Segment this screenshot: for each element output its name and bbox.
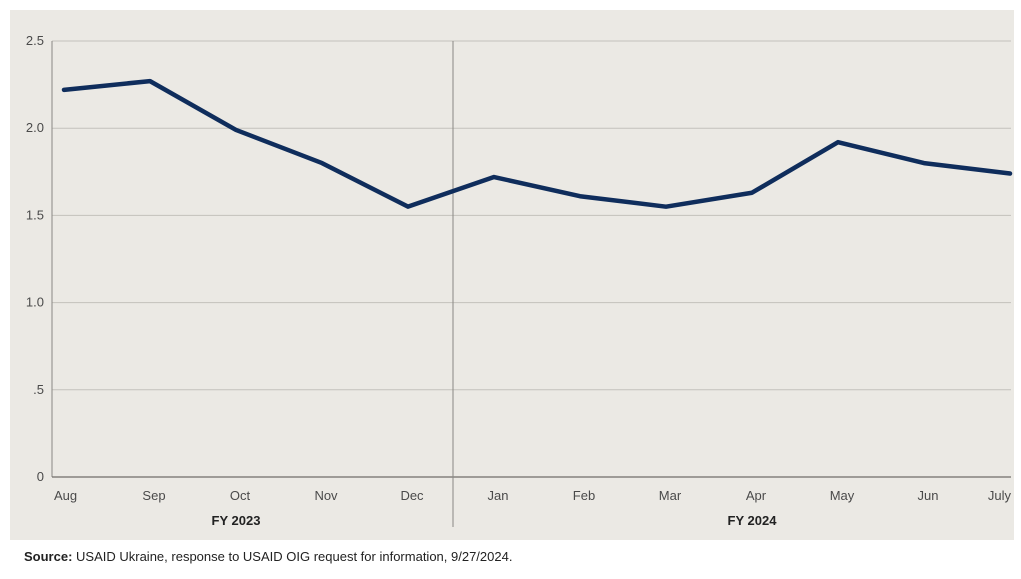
y-tick-label: 1.0 xyxy=(26,295,44,310)
y-tick-label: 1.5 xyxy=(26,207,44,222)
x-tick-label: Apr xyxy=(746,488,767,503)
x-tick-label: Jun xyxy=(918,488,939,503)
x-tick-label: Feb xyxy=(573,488,595,503)
source-text: USAID Ukraine, response to USAID OIG req… xyxy=(72,549,513,564)
chart-panel: 0 .5 1.0 1.5 2.0 2.5 Aug Sep Oct Nov Dec Jan Feb Mar A… xyxy=(10,10,1014,540)
x-tick-label: July xyxy=(988,488,1012,503)
x-tick-label: Jan xyxy=(488,488,509,503)
y-tick-label: .5 xyxy=(33,382,44,397)
y-tick-label: 2.0 xyxy=(26,120,44,135)
y-tick-label: 2.5 xyxy=(26,33,44,48)
fiscal-year-label: FY 2023 xyxy=(212,513,261,528)
source-note: Source: USAID Ukraine, response to USAID… xyxy=(24,549,512,564)
fiscal-year-label: FY 2024 xyxy=(728,513,778,528)
x-tick-label: Oct xyxy=(230,488,251,503)
x-tick-label: Dec xyxy=(400,488,424,503)
x-tick-label: Mar xyxy=(659,488,682,503)
x-tick-label: Sep xyxy=(142,488,165,503)
y-tick-label: 0 xyxy=(37,469,44,484)
source-label: Source: xyxy=(24,549,73,564)
x-tick-label: Nov xyxy=(314,488,338,503)
line-chart: 0 .5 1.0 1.5 2.0 2.5 Aug Sep Oct Nov Dec Jan Feb Mar A… xyxy=(26,33,1013,528)
x-tick-label: May xyxy=(830,488,855,503)
x-tick-label: Aug xyxy=(54,488,77,503)
series-line xyxy=(61,78,1013,209)
